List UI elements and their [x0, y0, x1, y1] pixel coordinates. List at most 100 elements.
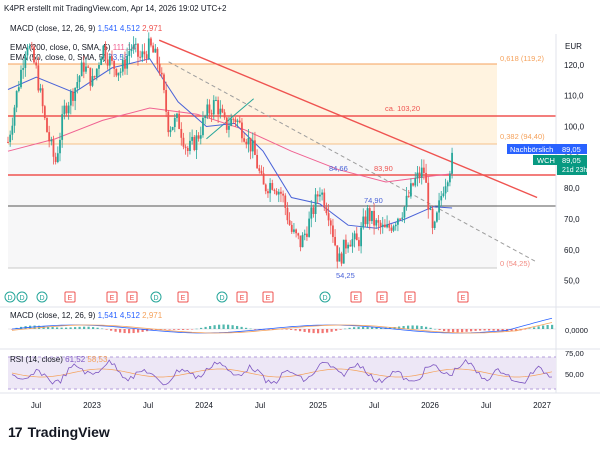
candle-body: [284, 195, 287, 208]
candle-body: [228, 125, 230, 130]
earnings-marker[interactable]: [236, 291, 248, 303]
candle-body: [180, 128, 183, 138]
candle-body: [258, 168, 261, 171]
candle-body: [256, 154, 259, 169]
earnings-marker[interactable]: [177, 291, 189, 303]
candle-body: [26, 47, 29, 56]
rsi-line[interactable]: [11, 358, 553, 386]
wch-tag[interactable]: [533, 155, 557, 165]
y-tick-label: 80,0: [564, 184, 580, 193]
macd-histogram-bar: [461, 329, 464, 333]
candle-body: [299, 235, 302, 248]
candle-body: [13, 107, 16, 126]
candle-body: [72, 91, 74, 101]
candle-body: [173, 118, 176, 128]
macd-histogram-bar: [159, 329, 162, 330]
candle-body: [347, 244, 349, 249]
candle-body: [17, 87, 20, 91]
macd-histogram-bar: [380, 327, 383, 329]
macd-histogram-bar: [65, 327, 68, 329]
dividend-marker[interactable]: [16, 291, 28, 303]
dividend-marker[interactable]: [216, 291, 228, 303]
macd-pane-legend[interactable]: MACD (close, 12, 26, 9) 1,541 4,512 2,97…: [10, 311, 162, 320]
macd-histogram-bar: [128, 329, 131, 334]
candle-body: [37, 65, 40, 91]
candle-body: [446, 182, 449, 187]
x-tick-label: 2025: [309, 401, 327, 410]
candle-body: [280, 191, 282, 194]
candle-body: [95, 68, 98, 78]
candle-body: [433, 221, 436, 228]
macd-histogram-bar: [375, 327, 378, 329]
dividend-marker[interactable]: [319, 291, 331, 303]
macd-histogram-bar: [218, 324, 221, 329]
candle-body: [349, 244, 352, 247]
x-tick-label: 2024: [195, 401, 213, 410]
macd-histogram-bar: [353, 327, 356, 329]
earnings-marker[interactable]: [376, 291, 388, 303]
earnings-marker[interactable]: [64, 291, 76, 303]
candle-body: [431, 208, 434, 228]
tradingview-logo-icon: 17: [8, 424, 23, 440]
ema200-line[interactable]: [7, 107, 453, 183]
earnings-marker[interactable]: [126, 291, 138, 303]
candle-body: [319, 194, 321, 197]
candle-body: [189, 140, 191, 151]
earnings-marker[interactable]: [106, 291, 118, 303]
candle-body: [219, 108, 222, 115]
candle-body: [76, 82, 79, 88]
earnings-marker[interactable]: [262, 291, 274, 303]
candle-body: [236, 120, 239, 122]
earnings-marker[interactable]: [457, 291, 469, 303]
macd-signal-line[interactable]: [11, 322, 553, 334]
candle-body: [403, 207, 406, 218]
candle-body: [165, 90, 168, 112]
macd-histogram-bar: [425, 326, 428, 329]
tradingview-brand[interactable]: 17 TradingView: [8, 424, 110, 440]
macd-histogram-bar: [83, 326, 86, 329]
macd-histogram-bar: [312, 329, 315, 334]
candle-body: [314, 194, 317, 214]
macd-histogram-bar: [447, 329, 450, 332]
after-hours-tag[interactable]: [507, 144, 557, 154]
macd-histogram-bar: [501, 329, 504, 332]
macd-histogram-bar: [542, 325, 545, 329]
candle-body: [134, 43, 137, 45]
macd-legend-main[interactable]: MACD (close, 12, 26, 9) 1,541 4,512 2,97…: [10, 24, 162, 33]
macd-histogram-bar: [492, 329, 495, 331]
macd-pane-legend-v3: 2,971: [142, 311, 163, 320]
candle-body: [247, 137, 250, 145]
candle-body: [249, 137, 252, 152]
macd-histogram-bar: [474, 329, 477, 331]
candle-body: [93, 76, 96, 78]
dividend-marker[interactable]: [4, 291, 16, 303]
fib-0-label: 0 (54,25): [500, 259, 531, 268]
dividend-marker[interactable]: [36, 291, 48, 303]
event-marker-label: E: [461, 295, 466, 302]
macd-histogram-bar: [416, 325, 419, 329]
candle-body: [407, 195, 410, 197]
earnings-marker[interactable]: [350, 291, 362, 303]
candle-body: [160, 72, 163, 75]
rsi-pane-legend-v1: 61,52: [65, 355, 86, 364]
candle-body: [271, 183, 274, 190]
ema200-legend[interactable]: EMA (200, close, 0, SMA, 5) 111,14: [10, 43, 136, 52]
candle-body: [128, 51, 131, 56]
short-trendline[interactable]: [206, 98, 254, 140]
candle-body: [329, 220, 332, 226]
macd-histogram-bar: [339, 329, 342, 330]
resistance-trendline[interactable]: [158, 39, 538, 199]
earnings-marker[interactable]: [404, 291, 416, 303]
candle-body: [444, 186, 447, 194]
macd-histogram-bar: [177, 329, 180, 330]
macd-histogram-bar: [87, 326, 90, 329]
candle-body: [154, 48, 157, 53]
rsi-pane-legend[interactable]: RSI (14, close) 61,52 58,53: [10, 355, 107, 364]
dividend-marker[interactable]: [150, 291, 162, 303]
candle-body: [132, 44, 135, 49]
candle-body: [78, 76, 81, 83]
macd-histogram-bar: [92, 327, 95, 329]
ema50-legend[interactable]: EMA (50, close, 0, SMA, 5) 73,58: [10, 53, 128, 62]
